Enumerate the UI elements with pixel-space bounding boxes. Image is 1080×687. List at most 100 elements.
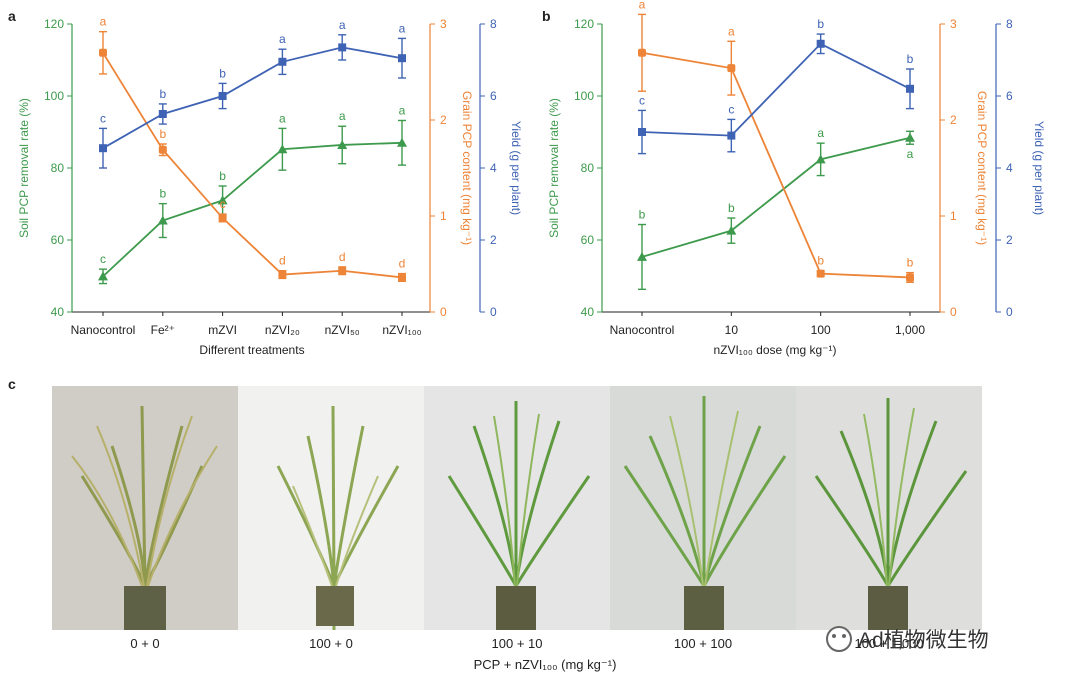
data-point-triangle (905, 132, 915, 142)
data-point-circle (906, 273, 914, 282)
left-tick-label: 40 (581, 305, 595, 319)
significance-letter: c (639, 93, 645, 107)
series-line-circle (102, 52, 403, 279)
yield-axis-title: Yield (g per plant) (1032, 121, 1046, 215)
panel-label-c: c (8, 376, 16, 392)
x-tick-label: 1,000 (895, 323, 925, 337)
x-tick-label: nZVI₁₀₀ (382, 323, 421, 337)
data-point-triangle (157, 215, 168, 225)
significance-letter: b (159, 87, 166, 101)
significance-letter: a (339, 18, 346, 32)
plant-photo-4 (610, 386, 796, 630)
grain-tick-label: 3 (950, 17, 957, 31)
yield-tick-label: 6 (1006, 89, 1013, 103)
significance-letter: b (219, 66, 226, 80)
data-point-triangle (277, 144, 288, 154)
significance-letter: b (907, 52, 914, 66)
left-tick-label: 80 (51, 161, 65, 175)
significance-letter: c (100, 111, 106, 125)
x-tick-label: nZVI₂₀ (265, 323, 300, 337)
significance-letter: a (279, 32, 286, 46)
x-tick-label: 100 (811, 323, 831, 337)
significance-letter: b (817, 254, 824, 268)
photo-label-5: 100 + 1,000 (854, 636, 924, 651)
left-tick-label: 80 (581, 161, 595, 175)
x-axis-title: nZVI₁₀₀ dose (mg kg⁻¹) (713, 343, 836, 357)
chart-panel-b: 40 60 80 100 120 0 1 2 3 0 2 4 6 8 Soil PCP removal ra… (547, 0, 1046, 357)
grain-tick-label: 1 (950, 209, 957, 223)
significance-letter: b (219, 169, 226, 183)
yield-tick-label: 6 (490, 89, 497, 103)
significance-letter: d (279, 254, 286, 268)
data-point-triangle (217, 195, 228, 205)
significance-letter: b (639, 208, 646, 222)
data-point-square (816, 39, 825, 48)
significance-letter: c (728, 102, 734, 116)
grain-tick-label: 0 (440, 305, 447, 319)
data-point-triangle (397, 137, 407, 147)
series-line-circle (641, 51, 911, 279)
left-tick-label: 60 (51, 233, 65, 247)
significance-letter: a (399, 103, 406, 117)
significance-letter: a (399, 21, 406, 35)
series-line-square (102, 46, 403, 149)
left-tick-label: 60 (581, 233, 595, 247)
data-point-circle (99, 48, 107, 57)
grain-tick-label: 0 (950, 305, 957, 319)
x-tick-label: nZVI₅₀ (325, 323, 360, 337)
plant-photo-5 (796, 386, 982, 630)
x-tick-label: Nanocontrol (71, 323, 136, 337)
plant-photo-1 (52, 386, 238, 630)
x-axis-title: Different treatments (199, 343, 304, 357)
grain-axis-title: Grain PCP content (mg kg⁻¹) (975, 91, 989, 245)
data-point-square (158, 110, 167, 118)
significance-letter: a (907, 147, 914, 161)
left-axis-title: Soil PCP removal rate (%) (547, 98, 561, 238)
significance-letter: a (339, 109, 346, 123)
significance-letter: b (159, 127, 166, 141)
yield-tick-label: 8 (1006, 17, 1013, 31)
yield-tick-label: 4 (490, 161, 497, 175)
significance-letter: a (817, 126, 824, 140)
photo-label-1: 0 + 0 (130, 636, 160, 651)
data-point-triangle (726, 225, 737, 235)
data-point-triangle (815, 154, 826, 164)
significance-letter: b (159, 187, 166, 201)
grain-tick-label: 2 (440, 113, 447, 127)
significance-letter: b (907, 256, 914, 270)
plant-photo-2 (238, 386, 424, 630)
x-tick-label: Nanocontrol (610, 323, 675, 337)
data-point-triangle (637, 251, 647, 261)
significance-letter: a (279, 111, 286, 125)
grain-tick-label: 1 (440, 209, 447, 223)
panel-label-a: a (8, 8, 16, 24)
series-line-square (641, 42, 911, 137)
yield-axis-title: Yield (g per plant) (509, 121, 523, 215)
data-point-square (338, 43, 347, 52)
left-tick-label: 100 (574, 89, 594, 103)
significance-letter: b (728, 201, 735, 215)
photo-label-2: 100 + 0 (309, 636, 353, 651)
x-tick-label: 10 (725, 323, 739, 337)
data-point-triangle (337, 139, 348, 149)
significance-letter: a (100, 15, 107, 29)
watermark-text: Ad植物微生物 (858, 629, 989, 652)
data-point-square (398, 54, 406, 63)
left-tick-label: 100 (44, 89, 64, 103)
yield-tick-label: 0 (1006, 305, 1013, 319)
data-point-triangle (98, 271, 108, 281)
data-point-circle (727, 64, 736, 73)
wechat-icon (826, 626, 852, 652)
x-tick-label: Fe²⁺ (151, 323, 175, 337)
yield-tick-label: 2 (1006, 233, 1013, 247)
significance-letter: d (399, 257, 406, 271)
series-line-triangle (641, 136, 911, 258)
photo-label-4: 100 + 100 (673, 636, 733, 651)
data-point-square (218, 92, 227, 100)
significance-letter: a (728, 24, 735, 38)
left-axis-title: Soil PCP removal rate (%) (17, 98, 31, 238)
grain-axis-title: Grain PCP content (mg kg⁻¹) (460, 91, 474, 245)
data-point-square (278, 57, 287, 66)
data-point-square (727, 131, 736, 140)
data-point-square (638, 128, 646, 136)
